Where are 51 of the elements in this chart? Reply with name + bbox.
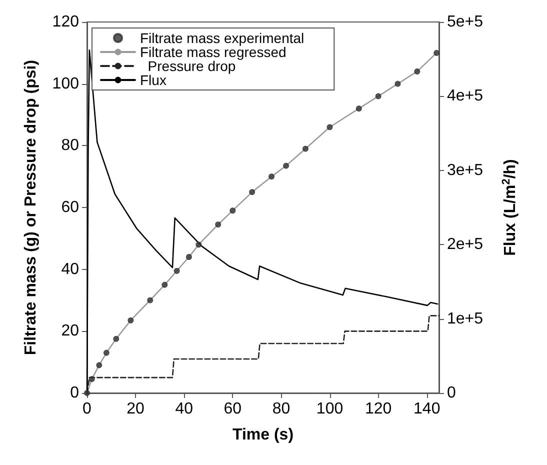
point [356,106,362,112]
point [84,390,90,396]
legend-label: Filtrate mass regressed [140,44,286,60]
point [128,317,134,324]
point [434,50,440,56]
point [113,336,120,342]
legend-label: Pressure drop [140,58,236,74]
x-tick-label: 60 [224,400,242,418]
y2-tick-label: 5e+5 [447,14,484,30]
point [302,146,308,152]
point [375,93,382,100]
y2-tick-label: 2e+5 [447,236,484,254]
y2-tick-label: 3e+5 [447,162,484,179]
x-tick-label: 120 [364,400,392,418]
y2-axis-title: Flux (L/m2/h) [500,159,519,256]
point [196,242,202,248]
legend-label: Filtrate mass experimental [140,30,304,46]
y-tick-label: 0 [70,384,80,402]
point [268,174,274,180]
point [88,376,95,382]
y-axis-title: Filtrate mass (g) or Pressure drop (psi) [22,60,40,356]
legend-label: Flux [140,72,166,88]
x-tick-label: 80 [272,400,290,418]
y2-tick-label: 4e+5 [447,88,484,105]
y2-tick-label: 1e+5 [447,310,484,328]
point [96,362,102,368]
x-tick-label: 140 [414,400,440,418]
point [186,254,192,260]
point [414,68,420,74]
point [103,350,110,356]
y2-tick-label: 0 [447,384,456,402]
y-tick-label: 80 [61,137,80,154]
x-tick-label: 0 [82,400,92,418]
point [215,222,222,228]
y-tick-label: 100 [52,75,80,92]
point [249,189,256,196]
point [174,268,180,274]
y-tick-label: 40 [61,260,80,278]
point [147,297,154,304]
y-tick-label: 20 [61,322,80,340]
point [283,162,290,169]
x-tick-label: 20 [126,400,145,418]
x-tick-label: 40 [175,400,194,418]
point [230,208,236,214]
point [162,282,168,288]
point [326,124,333,130]
y-tick-label: 60 [61,199,80,216]
point [394,80,401,87]
x-tick-label: 100 [316,400,344,418]
y-tick-label: 120 [52,14,80,30]
x-axis-title: Time (s) [232,426,294,444]
